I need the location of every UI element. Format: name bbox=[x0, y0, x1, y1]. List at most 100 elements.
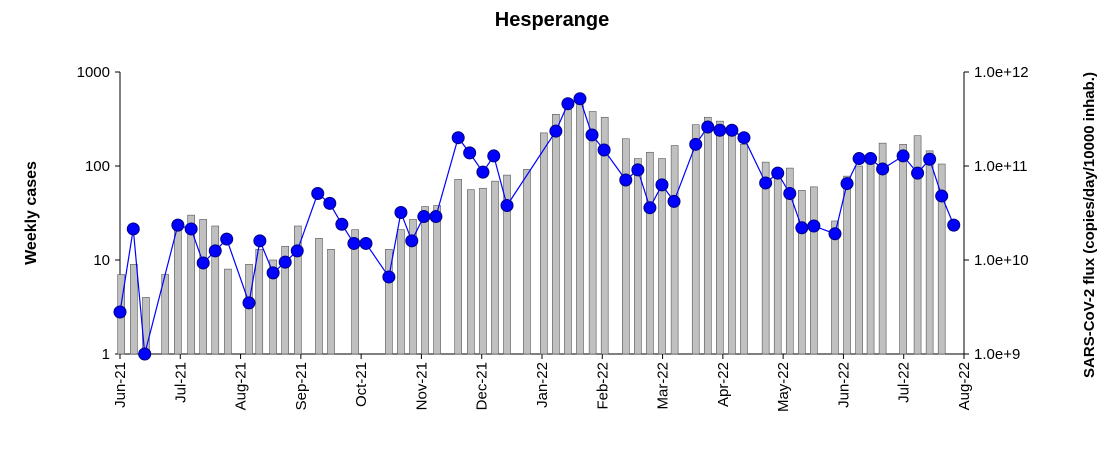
marker bbox=[631, 163, 645, 177]
bar bbox=[925, 150, 934, 355]
marker bbox=[643, 201, 657, 215]
y-tick-label: 1000 bbox=[77, 64, 110, 81]
marker bbox=[807, 219, 821, 233]
x-tick-label: Jan-22 bbox=[534, 362, 551, 408]
marker bbox=[171, 218, 185, 232]
bar bbox=[255, 248, 264, 355]
marker bbox=[347, 236, 361, 250]
marker bbox=[196, 256, 210, 270]
marker bbox=[689, 137, 703, 151]
x-tick-label: Oct-21 bbox=[353, 362, 370, 407]
x-tick-label: Feb-22 bbox=[594, 362, 611, 410]
marker bbox=[126, 222, 140, 236]
bar bbox=[315, 238, 323, 355]
bar bbox=[855, 165, 863, 355]
marker bbox=[463, 146, 477, 160]
marker bbox=[487, 149, 501, 163]
bar bbox=[798, 190, 806, 355]
line bbox=[119, 97, 955, 355]
marker bbox=[417, 210, 431, 224]
bar bbox=[843, 175, 851, 355]
bar bbox=[409, 219, 417, 355]
marker bbox=[311, 186, 325, 200]
marker bbox=[911, 166, 925, 180]
bar bbox=[646, 151, 654, 355]
marker bbox=[725, 123, 739, 137]
marker bbox=[713, 123, 727, 137]
bar bbox=[634, 158, 642, 355]
x-tick-label: Jun-21 bbox=[112, 362, 129, 408]
bar bbox=[564, 109, 572, 355]
x-tick-label: Jul-21 bbox=[172, 362, 189, 403]
marker bbox=[323, 196, 337, 210]
marker bbox=[394, 206, 408, 220]
bar bbox=[281, 245, 289, 355]
marker bbox=[359, 236, 373, 250]
marker bbox=[290, 244, 304, 258]
marker bbox=[278, 255, 292, 269]
bar bbox=[658, 158, 666, 355]
marker bbox=[113, 305, 127, 319]
bar bbox=[224, 268, 232, 355]
x-tick-label: Aug-21 bbox=[233, 362, 250, 410]
marker bbox=[335, 217, 349, 231]
marker bbox=[828, 227, 842, 241]
marker bbox=[759, 176, 773, 190]
marker bbox=[655, 178, 669, 192]
bar bbox=[899, 144, 907, 355]
bar bbox=[421, 206, 429, 355]
bar bbox=[670, 145, 679, 355]
marker bbox=[242, 296, 256, 310]
marker bbox=[701, 120, 715, 134]
marker bbox=[573, 92, 587, 106]
bar bbox=[269, 259, 277, 355]
bar bbox=[740, 144, 748, 355]
y2-tick-label: 1.0e+9 bbox=[974, 346, 1020, 363]
bar bbox=[773, 170, 782, 355]
x-tick-label: Apr-22 bbox=[715, 362, 732, 407]
x-tick-label: Nov-21 bbox=[413, 362, 430, 410]
bar bbox=[761, 161, 770, 355]
x-tick-label: Jun-22 bbox=[835, 362, 852, 408]
bar bbox=[130, 264, 138, 355]
x-tick-label: Jul-22 bbox=[896, 362, 913, 403]
marker bbox=[896, 149, 910, 163]
bar bbox=[878, 142, 887, 355]
bar bbox=[913, 135, 922, 355]
bar bbox=[866, 154, 875, 355]
marker bbox=[585, 128, 599, 142]
bar bbox=[199, 219, 207, 355]
bar bbox=[703, 116, 712, 355]
marker bbox=[184, 222, 198, 236]
bar bbox=[211, 225, 220, 355]
marker bbox=[476, 165, 490, 179]
bar bbox=[503, 174, 511, 355]
marker bbox=[429, 210, 443, 224]
marker bbox=[253, 234, 267, 248]
marker bbox=[549, 124, 563, 138]
bar bbox=[621, 138, 630, 355]
y-tick-label: 1 bbox=[102, 346, 110, 363]
y-axis-label: Weekly cases bbox=[23, 161, 40, 265]
bar bbox=[716, 120, 724, 355]
marker bbox=[220, 232, 234, 246]
bar bbox=[810, 186, 818, 355]
x-tick-label: Aug-22 bbox=[956, 362, 973, 410]
bar bbox=[523, 169, 531, 355]
bar bbox=[187, 214, 195, 355]
bar bbox=[161, 274, 170, 355]
bar bbox=[433, 205, 441, 355]
marker bbox=[947, 218, 961, 232]
bar bbox=[467, 189, 475, 355]
bar bbox=[600, 116, 609, 355]
bar bbox=[491, 180, 499, 355]
marker bbox=[876, 162, 890, 176]
y2-tick-label: 1.0e+12 bbox=[974, 64, 1029, 81]
marker bbox=[561, 97, 575, 111]
y-tick-label: 10 bbox=[93, 252, 110, 269]
bar bbox=[540, 132, 548, 355]
bar bbox=[397, 229, 405, 355]
x-tick-label: Mar-22 bbox=[655, 362, 672, 410]
bar bbox=[937, 163, 946, 355]
